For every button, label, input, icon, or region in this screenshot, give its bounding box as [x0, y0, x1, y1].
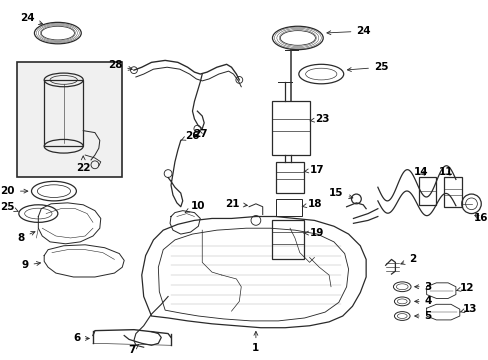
Bar	[17, 62, 122, 177]
Text: 19: 19	[304, 228, 323, 238]
Text: 28: 28	[107, 60, 132, 70]
Text: 24: 24	[326, 26, 370, 36]
Text: 2: 2	[400, 255, 415, 265]
Text: 13: 13	[459, 304, 476, 314]
Text: 3: 3	[414, 282, 431, 292]
Text: 9: 9	[21, 260, 41, 270]
Bar	[44, 80, 83, 146]
Text: 5: 5	[414, 311, 431, 321]
Text: 8: 8	[18, 231, 35, 243]
Bar	[272, 220, 303, 260]
Text: 10: 10	[185, 201, 204, 212]
Text: 27: 27	[193, 129, 207, 139]
Text: 24: 24	[20, 13, 42, 24]
Bar	[443, 177, 461, 207]
Text: 1: 1	[252, 332, 259, 353]
Text: 23: 23	[309, 114, 329, 124]
Text: 17: 17	[304, 165, 324, 175]
Text: 21: 21	[224, 199, 247, 209]
Text: 25: 25	[0, 202, 18, 212]
Text: 18: 18	[302, 199, 322, 209]
Text: 12: 12	[456, 283, 473, 293]
Text: 11: 11	[438, 167, 452, 177]
Text: 26: 26	[181, 131, 199, 140]
Text: 6: 6	[73, 333, 89, 343]
Text: 22: 22	[76, 156, 90, 173]
Text: 16: 16	[472, 213, 487, 224]
Text: 7: 7	[128, 345, 138, 355]
Text: 14: 14	[413, 167, 427, 177]
Text: 15: 15	[328, 188, 352, 199]
Bar	[276, 199, 301, 216]
Text: 4: 4	[414, 296, 431, 306]
Bar	[418, 177, 435, 205]
Text: 20: 20	[0, 186, 28, 196]
Text: 25: 25	[346, 62, 387, 72]
Bar	[276, 162, 303, 193]
Bar	[272, 102, 309, 155]
